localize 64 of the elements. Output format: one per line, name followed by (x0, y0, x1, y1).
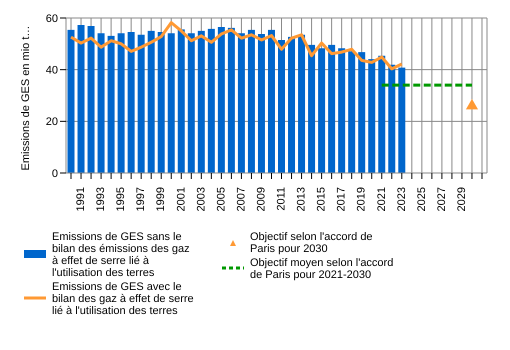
bar (388, 64, 396, 173)
x-tick-label: 2019 (356, 187, 368, 212)
bar (338, 48, 346, 173)
y-tick-label: 60 (46, 12, 58, 25)
bar (148, 30, 155, 173)
bar (268, 30, 275, 173)
bar (208, 28, 215, 173)
bar (228, 28, 235, 173)
bar (328, 44, 336, 173)
bar (198, 30, 205, 173)
bar (298, 34, 306, 173)
y-axis-title: Emissions de GES en mio t… (20, 26, 32, 170)
x-tick-label: 2027 (436, 187, 448, 212)
bar (248, 30, 255, 173)
legend-label: Objectif moyen selon l'accord de Paris pour 2021-2030 (250, 257, 394, 281)
bar (158, 32, 165, 173)
x-tick-label: 2001 (175, 187, 188, 212)
y-tick-label: 20 (46, 116, 58, 128)
x-tick-label: 1999 (155, 187, 168, 212)
legend-label: Objectif selon l'accord de Paris pour 2030 (250, 231, 374, 255)
bar (118, 33, 125, 173)
bar (308, 44, 316, 173)
x-tick-label: 2023 (396, 187, 408, 212)
x-tick-label: 2011 (276, 187, 288, 211)
bar (108, 36, 115, 173)
x-tick-label: 2009 (255, 187, 268, 212)
x-tick-label: 2029 (456, 187, 468, 212)
x-tick-label: 1997 (135, 187, 148, 212)
x-tick-label: 2005 (215, 187, 228, 212)
x-tick-label: 2021 (376, 187, 388, 212)
bar (138, 34, 145, 173)
bar (178, 29, 185, 173)
bar (368, 59, 376, 173)
x-tick-label: 2025 (416, 187, 428, 212)
bar (218, 27, 225, 173)
x-tick-label: 2013 (296, 187, 308, 212)
bar (238, 33, 245, 173)
y-tick-label: 0 (52, 168, 58, 180)
x-tick-label: 2015 (316, 187, 328, 212)
x-tick-label: 2017 (336, 187, 348, 212)
bar (128, 32, 135, 173)
bar (68, 30, 75, 173)
x-tick-label: 1993 (95, 187, 108, 212)
bar (78, 24, 85, 173)
line-series (70, 21, 404, 70)
bar (188, 33, 195, 173)
bar (258, 34, 265, 173)
x-tick-label: 2007 (235, 187, 248, 212)
x-tick-label: 1995 (115, 187, 128, 212)
x-tick-label: 1991 (75, 187, 88, 212)
bar (88, 26, 95, 173)
bar (398, 68, 406, 173)
bar (168, 33, 175, 173)
bar (98, 33, 105, 173)
bar (358, 52, 366, 173)
legend-label: Emissions de GES sans le bilan des émissions des gaz à effet de serre lié à l'utilisation des terres (52, 231, 191, 279)
bar (288, 36, 296, 173)
y-tick-label: 40 (46, 64, 58, 77)
x-tick-label: 2003 (195, 187, 208, 212)
bar (348, 51, 356, 173)
bar (278, 40, 286, 173)
legend-label: Emissions de GES avec le bilan des gaz à effet de serre lié à l'utilisation des terres (52, 281, 195, 317)
bar (318, 48, 326, 173)
bar (378, 56, 386, 173)
